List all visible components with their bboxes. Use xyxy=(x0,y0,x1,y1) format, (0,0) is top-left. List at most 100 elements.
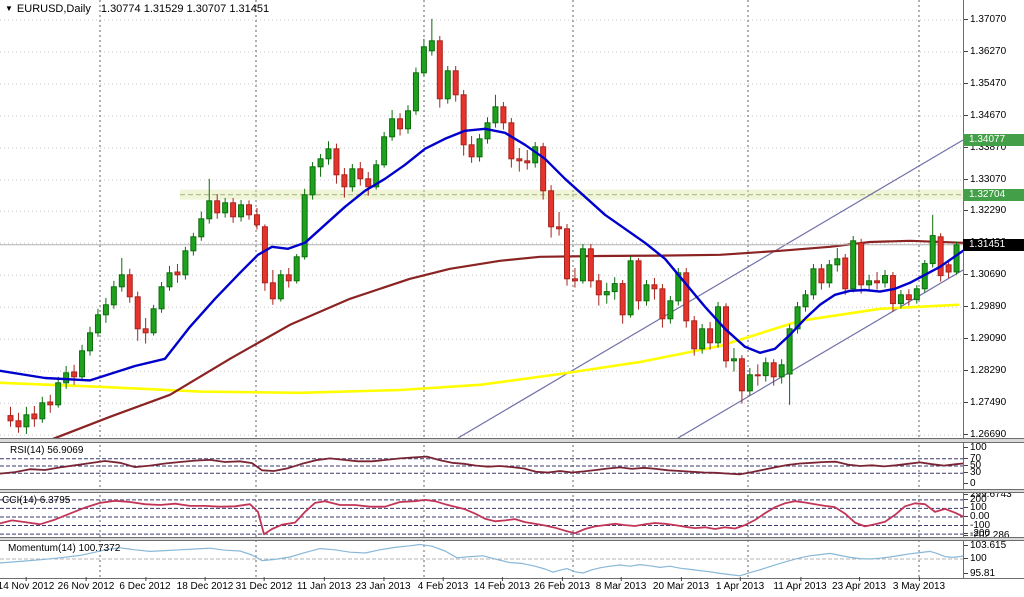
time-axis-tick-label: 26 Feb 2013 xyxy=(533,577,591,592)
candle-bearish xyxy=(770,362,777,378)
candle-bearish xyxy=(540,146,547,192)
candle-bearish xyxy=(31,413,38,420)
rsi-axis-tick-label: 30 xyxy=(963,467,982,478)
candle-bearish xyxy=(468,144,475,158)
candle-bearish xyxy=(253,214,260,226)
price-axis-tick-label: 1.35470 xyxy=(963,78,1007,89)
time-axis-tick-label: 20 Mar 2013 xyxy=(652,577,710,592)
panel-separator[interactable] xyxy=(0,489,1024,493)
candle-bearish xyxy=(397,118,404,130)
candle-bullish xyxy=(810,268,817,296)
price-axis-tick-label: 1.27490 xyxy=(963,397,1007,408)
level-price-badge: 1.32704 xyxy=(963,189,1024,201)
price-axis-tick-label: 1.29090 xyxy=(963,333,1007,344)
time-axis-tick-label: 26 Nov 2012 xyxy=(57,577,115,592)
time-axis-tick-label: 6 Dec 2012 xyxy=(119,577,171,592)
candle-bearish xyxy=(15,420,22,428)
current-price-badge: 1.31451 xyxy=(963,239,1024,251)
momentum-axis-tick-label: 95.81 xyxy=(963,568,996,579)
time-axis-tick-label: 3 May 2013 xyxy=(892,577,946,592)
candle-bearish xyxy=(738,358,745,392)
candle-bearish xyxy=(214,200,221,214)
candle-bearish xyxy=(754,374,761,377)
trendline-price-badge: 1.34077 xyxy=(963,134,1024,146)
symbol-marker-icon: ▼ xyxy=(5,4,13,13)
candle-bullish xyxy=(87,332,93,352)
candle-bullish xyxy=(762,362,769,377)
candle-bearish xyxy=(548,190,555,228)
candle-bullish xyxy=(492,106,499,124)
price-axis-tick-label: 1.34670 xyxy=(963,110,1007,121)
candle-bullish xyxy=(94,314,101,334)
candle-bearish xyxy=(842,257,849,290)
candle-bearish xyxy=(587,248,594,282)
candle-bearish xyxy=(7,415,14,422)
candle-bearish xyxy=(333,148,340,176)
momentum-indicator-label: Momentum(14) 100.7372 xyxy=(8,543,121,554)
cci-axis-tick-label: -200 xyxy=(963,528,991,539)
time-axis-tick-label: 11 Apr 2013 xyxy=(773,577,827,592)
price-axis-tick-label: 1.29890 xyxy=(963,301,1007,312)
candle-bullish xyxy=(381,136,388,166)
candle-bullish xyxy=(301,194,308,258)
candle-bearish xyxy=(174,271,181,276)
time-axis-tick-label: 23 Jan 2013 xyxy=(355,577,411,592)
lower-channel-trendline xyxy=(677,269,964,439)
candle-bullish xyxy=(778,364,785,378)
time-axis-line xyxy=(0,578,1024,579)
candle-bullish xyxy=(953,244,960,273)
panel-separator[interactable] xyxy=(0,537,1024,541)
candle-bullish xyxy=(222,202,229,214)
candle-bearish xyxy=(126,274,133,298)
candle-bearish xyxy=(945,264,952,273)
candle-bullish xyxy=(277,274,284,300)
panel-separator[interactable] xyxy=(0,438,1024,443)
candle-bullish xyxy=(238,204,245,218)
candle-bearish xyxy=(71,371,78,378)
candle-bearish xyxy=(858,242,865,286)
candle-bullish xyxy=(579,248,586,282)
resistance-band xyxy=(180,189,963,200)
candle-bullish xyxy=(39,402,46,420)
upper-channel-trendline xyxy=(457,139,964,439)
candles-layer xyxy=(7,18,960,434)
candle-bearish xyxy=(905,294,912,301)
rsi-axis-tick-label: 50 xyxy=(963,460,982,471)
price-axis-tick-label: 1.33070 xyxy=(963,174,1007,185)
candle-bearish xyxy=(508,122,515,160)
candle-bearish xyxy=(47,401,54,406)
candle-bullish xyxy=(850,240,857,290)
candle-bearish xyxy=(365,178,372,188)
time-axis-tick-label: 31 Dec 2012 xyxy=(235,577,293,592)
candle-bullish xyxy=(166,272,173,288)
cci-indicator-line xyxy=(0,498,964,536)
price-axis-tick-label: 1.32290 xyxy=(963,205,1007,216)
candle-bullish xyxy=(699,328,706,350)
candle-bullish xyxy=(730,358,737,362)
rsi-indicator-line xyxy=(0,455,964,476)
candle-bullish xyxy=(293,256,300,282)
candle-bullish xyxy=(667,300,674,320)
time-axis-tick-label: 14 Nov 2012 xyxy=(0,577,54,592)
time-axis-tick-label: 4 Feb 2013 xyxy=(417,577,469,592)
price-axis-line xyxy=(963,0,964,578)
price-axis-tick-label: 1.33870 xyxy=(963,142,1007,153)
momentum-axis-tick-label: 103.615 xyxy=(963,540,1007,551)
candle-bearish xyxy=(142,328,149,334)
candle-bullish xyxy=(389,118,396,138)
momentum-axis-tick-label: 100 xyxy=(964,553,987,564)
cci-indicator-label: CCI(14) 6.3795 xyxy=(2,495,71,506)
sma-slow-yellow-line xyxy=(0,303,960,395)
candle-bullish xyxy=(63,372,70,384)
price-axis-tick-label: 1.28290 xyxy=(963,365,1007,376)
candle-bullish xyxy=(834,258,841,266)
candle-bearish xyxy=(659,288,666,320)
candle-bullish xyxy=(23,414,30,428)
candle-bearish xyxy=(230,202,237,218)
candle-bearish xyxy=(524,160,531,164)
candle-bullish xyxy=(317,158,324,168)
candle-bearish xyxy=(516,158,523,162)
candle-bearish xyxy=(246,204,252,216)
candle-bearish xyxy=(261,226,268,284)
